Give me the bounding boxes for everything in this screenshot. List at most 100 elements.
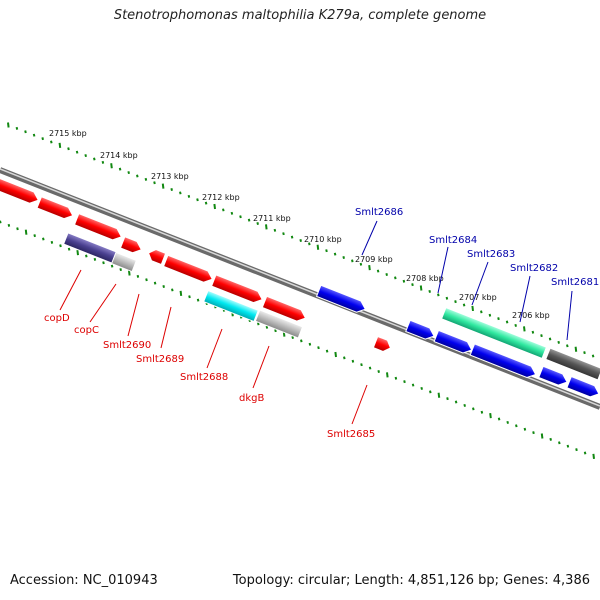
scale-label: 2711 kbp xyxy=(253,214,291,223)
scale-tick xyxy=(84,154,87,158)
gene-glyph xyxy=(73,212,123,241)
gene-label: dkgB xyxy=(239,393,264,404)
scale-tick xyxy=(110,163,113,169)
gene-glyph xyxy=(110,251,138,273)
scale-tick xyxy=(558,441,561,445)
gene-glyph xyxy=(315,284,366,313)
scale-tick xyxy=(67,247,71,251)
scale-tick xyxy=(196,198,199,202)
scale-tick xyxy=(67,147,70,151)
scale-tick xyxy=(402,279,406,283)
gene-labels-bottom: copD copC Smlt2690 Smlt2689 Smlt2688 dkg… xyxy=(44,269,375,440)
scale-tick xyxy=(515,424,518,428)
scale-tick xyxy=(161,183,165,189)
scale-label: 2709 kbp xyxy=(355,255,393,264)
kbp-scale-ticks xyxy=(7,122,595,358)
scale-tick xyxy=(15,126,19,130)
map-title: Stenotrophomonas maltophilia K279a, comp… xyxy=(113,8,487,23)
scale-tick xyxy=(429,390,432,394)
gene-glyph xyxy=(440,306,548,360)
gene-glyph xyxy=(210,274,263,304)
scale-tick xyxy=(247,218,251,222)
scale-tick xyxy=(334,351,337,358)
scale-tick xyxy=(170,188,173,192)
scale-tick xyxy=(7,122,10,128)
scale-tick xyxy=(24,229,28,235)
scale-tick xyxy=(394,276,397,280)
scale-tick xyxy=(32,133,36,137)
scale-tick xyxy=(531,330,535,334)
gene-label: Smlt2684 xyxy=(429,235,477,246)
scale-tick xyxy=(118,167,122,171)
scale-tick xyxy=(419,285,423,291)
scale-tick xyxy=(403,380,406,384)
scale-tick xyxy=(102,261,105,265)
scale-tick xyxy=(497,317,500,321)
gene-glyph xyxy=(162,254,213,283)
scale-tick xyxy=(213,203,216,210)
scale-tick xyxy=(171,288,174,292)
scale-tick xyxy=(153,181,156,185)
scale-tick xyxy=(480,410,484,414)
scale-tick xyxy=(411,283,414,287)
scale-label: 2708 kbp xyxy=(406,274,444,283)
scale-tick xyxy=(265,325,269,329)
scale-tick xyxy=(505,320,509,324)
kbp-scale-labels: 2715 kbp 2714 kbp 2713 kbp 2712 kbp 2711… xyxy=(49,129,550,320)
scale-tick xyxy=(428,289,431,293)
scale-tick xyxy=(127,171,130,175)
gene-glyph xyxy=(545,347,600,381)
scale-tick xyxy=(204,201,208,205)
scale-tick xyxy=(179,290,183,296)
scale-tick xyxy=(548,337,552,341)
scale-tick xyxy=(42,237,45,241)
gene-label: Smlt2688 xyxy=(180,372,228,383)
scale-tick xyxy=(153,281,157,285)
scale-tick xyxy=(59,244,62,248)
scale-tick xyxy=(145,278,148,282)
gene-glyph xyxy=(469,343,537,379)
scale-tick xyxy=(540,433,544,439)
scale-tick xyxy=(368,366,372,370)
scale-tick xyxy=(93,157,96,161)
scale-tick xyxy=(437,293,440,297)
gene-labels-top: Smlt2686 Smlt2684 Smlt2683 Smlt2682 Smlt… xyxy=(355,207,599,341)
scale-tick xyxy=(540,334,543,338)
gene-glyph xyxy=(36,196,74,220)
gene-glyph xyxy=(538,365,568,386)
scale-tick xyxy=(445,296,449,300)
scale-tick xyxy=(489,413,492,419)
scale-tick xyxy=(557,340,560,344)
scale-tick xyxy=(291,336,294,339)
scale-tick xyxy=(386,372,389,378)
gene-label: Smlt2686 xyxy=(355,207,403,218)
scale-tick xyxy=(325,249,328,253)
scale-tick xyxy=(222,208,225,212)
scale-label: 2707 kbp xyxy=(459,293,497,302)
scale-tick xyxy=(7,223,11,227)
gene-glyph xyxy=(147,248,167,266)
scale-label: 2710 kbp xyxy=(304,235,342,244)
scale-tick xyxy=(394,376,398,380)
gene-glyph xyxy=(203,289,259,323)
scale-tick xyxy=(583,451,587,455)
gene-label: copC xyxy=(74,325,99,336)
gene-label: Smlt2681 xyxy=(551,277,599,288)
gene-features xyxy=(0,175,600,398)
gene-glyph xyxy=(119,236,143,254)
scale-tick xyxy=(274,329,277,333)
scale-tick xyxy=(256,222,259,225)
scale-tick xyxy=(196,298,200,302)
scale-tick xyxy=(480,310,483,314)
scale-tick xyxy=(566,344,569,348)
scale-tick xyxy=(16,227,19,231)
scale-tick xyxy=(273,228,277,232)
gene-label: Smlt2685 xyxy=(327,429,375,440)
scale-tick xyxy=(592,453,595,460)
scale-tick xyxy=(566,444,570,448)
scale-tick xyxy=(308,242,311,246)
scale-tick xyxy=(110,264,114,268)
scale-tick xyxy=(58,142,62,149)
scale-tick xyxy=(532,431,535,435)
scale-tick xyxy=(325,349,329,353)
